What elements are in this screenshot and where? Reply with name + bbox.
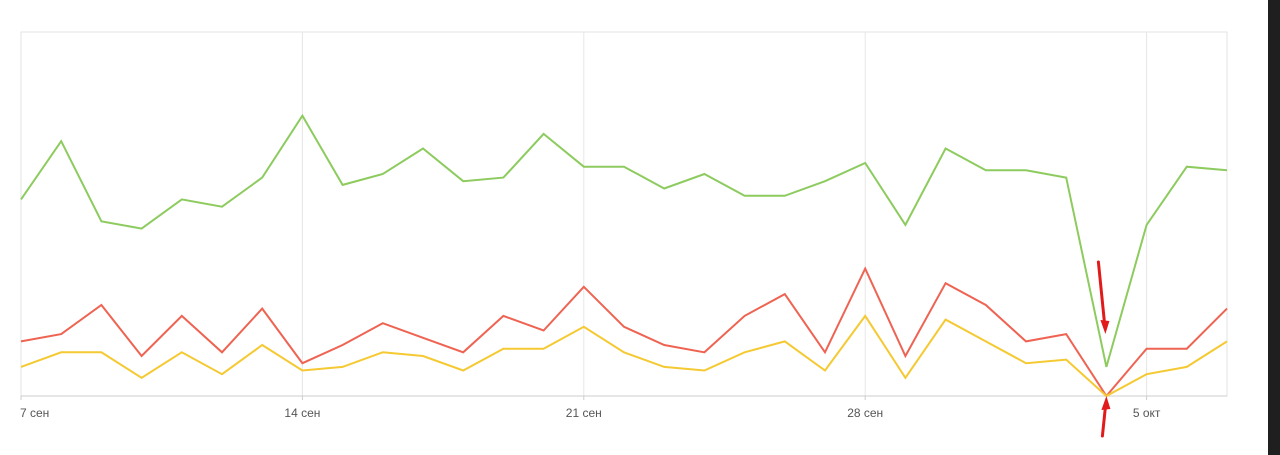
arrow-up-icon	[1100, 396, 1111, 438]
series-line-2	[20, 314, 1228, 398]
grid-lines	[301, 32, 1148, 396]
arrow-down-icon	[1096, 260, 1110, 334]
series-lines	[20, 113, 1228, 398]
series-line-1	[20, 266, 1228, 398]
x-tick-label: 28 сен	[847, 406, 883, 420]
plot-frame	[20, 31, 1228, 397]
x-tick-label: 7 сен	[20, 406, 49, 420]
x-tick-label: 21 сен	[566, 406, 602, 420]
window-edge	[1268, 0, 1280, 455]
x-tick-label: 14 сен	[284, 406, 320, 420]
series-line-0	[20, 113, 1228, 368]
x-tick-label: 5 окт	[1133, 406, 1161, 420]
annotation-arrows	[1096, 260, 1111, 438]
x-tick-labels: 7 сен 14 сен 21 сен 28 сен 5 окт	[20, 396, 1161, 420]
